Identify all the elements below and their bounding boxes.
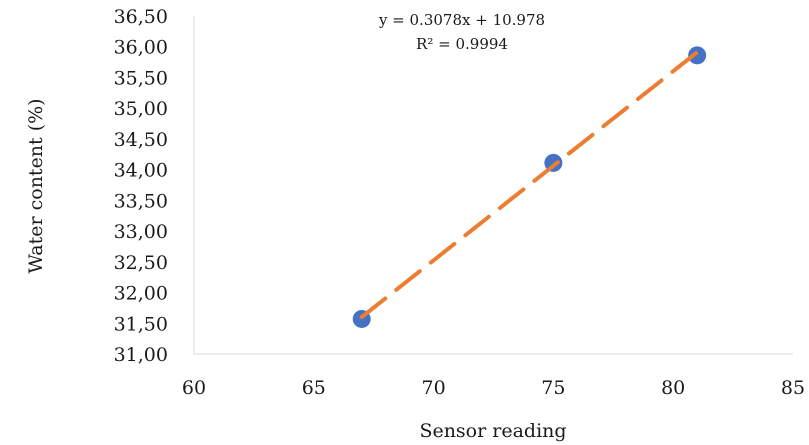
- x-axis-ticks: 60 65 70 75 80 85: [182, 377, 805, 399]
- y-tick-label: 34,50: [114, 129, 168, 151]
- x-tick-label: 60: [182, 377, 206, 399]
- y-tick-label: 31,00: [114, 344, 168, 366]
- y-axis-ticks: 31,00 31,50 32,00 32,50 33,00 33,50 34,00 34,50…: [114, 6, 168, 366]
- y-tick-label: 31,50: [114, 313, 168, 335]
- x-axis-title: Sensor reading: [419, 420, 566, 442]
- x-tick-label: 80: [661, 377, 685, 399]
- data-point: [688, 46, 707, 65]
- trendline-r-squared: R² = 0.9994: [416, 35, 508, 53]
- y-tick-label: 32,00: [114, 283, 168, 305]
- y-axis-title: Water content (%): [25, 98, 47, 273]
- y-tick-label: 33,00: [114, 221, 168, 243]
- y-tick-label: 35,50: [114, 67, 168, 89]
- x-tick-label: 65: [302, 377, 326, 399]
- y-tick-label: 35,00: [114, 98, 168, 120]
- x-tick-label: 85: [781, 377, 805, 399]
- x-tick-label: 75: [541, 377, 565, 399]
- y-tick-label: 33,50: [114, 190, 168, 212]
- trendline: [359, 50, 700, 320]
- x-tick-label: 70: [422, 377, 446, 399]
- y-tick-label: 32,50: [114, 252, 168, 274]
- trendline-equation: y = 0.3078x + 10.978: [378, 11, 545, 29]
- y-tick-label: 36,50: [114, 6, 168, 28]
- y-tick-label: 36,00: [114, 37, 168, 59]
- y-tick-label: 34,00: [114, 160, 168, 182]
